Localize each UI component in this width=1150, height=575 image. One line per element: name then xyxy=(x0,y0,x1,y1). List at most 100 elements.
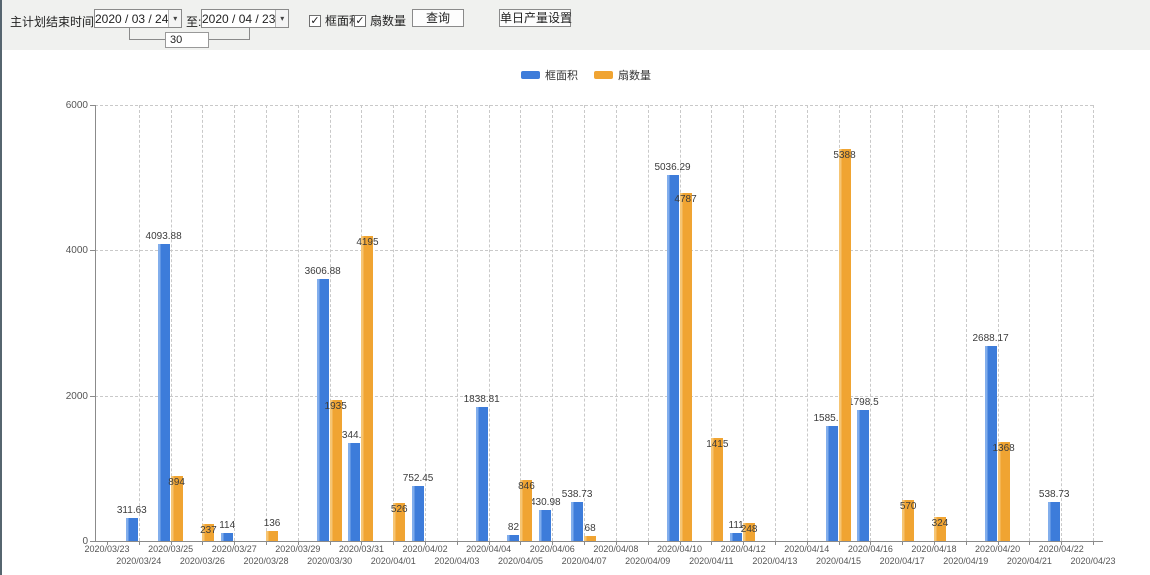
x-axis-tick-label: 2020/04/20 xyxy=(975,544,1021,554)
checkbox-check-icon[interactable]: ✓ xyxy=(354,14,366,27)
x-axis-tickmark xyxy=(170,541,172,545)
x-axis-tickmark xyxy=(997,541,999,545)
frame-area-checkbox[interactable]: ✓ 框面积 xyxy=(309,12,361,29)
x-axis-tick-label: 2020/04/04 xyxy=(466,544,512,554)
x-axis-tickmark xyxy=(584,541,586,545)
bar-框面积 xyxy=(348,443,361,541)
x-axis-tickmark xyxy=(1029,541,1031,545)
x-axis-tickmark xyxy=(138,541,140,545)
legend-swatch-icon xyxy=(594,71,613,79)
x-axis-line xyxy=(95,541,1103,542)
x-axis-tick-label: 2020/04/07 xyxy=(561,556,607,566)
bar-value-label: 894 xyxy=(168,477,185,489)
x-axis-tick-label: 2020/04/16 xyxy=(847,544,893,554)
legend-label: 扇数量 xyxy=(618,70,651,82)
date-to-value: 2020 / 04 / 23 xyxy=(202,11,276,26)
bar-扇数量 xyxy=(202,523,215,541)
bar-扇数量 xyxy=(520,479,533,541)
x-axis-tick-label: 2020/04/11 xyxy=(689,556,734,566)
x-axis-tick-label: 2020/04/05 xyxy=(497,556,543,566)
bar-扇数量 xyxy=(584,536,597,541)
bar-框面积 xyxy=(825,425,838,541)
days-count-input[interactable] xyxy=(165,32,209,48)
x-gridline xyxy=(520,105,522,541)
x-axis-tick-label: 2020/04/02 xyxy=(402,544,448,554)
bar-value-label: 5036.29 xyxy=(654,162,691,174)
bar-扇数量 xyxy=(711,438,724,541)
bar-value-label: 538.73 xyxy=(561,488,593,500)
bar-value-label: 430.98 xyxy=(529,496,561,508)
bar-扇数量 xyxy=(933,517,946,541)
bar-扇数量 xyxy=(997,441,1010,541)
x-gridline xyxy=(1029,105,1031,541)
bar-框面积 xyxy=(221,532,234,541)
x-axis-tick-label: 2020/03/30 xyxy=(307,556,353,566)
x-axis-tickmark xyxy=(711,541,713,545)
x-gridline xyxy=(456,105,458,541)
bar-value-label: 136 xyxy=(263,518,281,530)
x-gridline xyxy=(902,105,904,541)
legend-item-frame-area[interactable]: 框面积 xyxy=(521,67,578,83)
bar-框面积 xyxy=(539,509,552,541)
x-axis-tickmark xyxy=(743,541,745,545)
x-axis-tickmark xyxy=(838,541,840,545)
x-axis-tick-label: 2020/04/15 xyxy=(816,556,862,566)
x-axis-tickmark xyxy=(107,541,108,545)
bar-框面积 xyxy=(316,278,329,541)
x-gridline xyxy=(297,105,299,541)
x-gridline xyxy=(711,105,713,541)
x-axis-tickmark xyxy=(266,541,268,545)
daily-output-settings-button[interactable]: 单日产量设置 xyxy=(499,9,573,27)
fan-qty-checkbox-label: 扇数量 xyxy=(370,14,407,28)
bar-框面积 xyxy=(412,486,425,541)
plan-end-time-label: 主计划结束时间: xyxy=(10,15,98,29)
bar-扇数量 xyxy=(170,476,183,541)
x-axis-tickmark xyxy=(202,541,204,545)
chevron-down-icon[interactable]: ▾ xyxy=(275,10,288,27)
x-axis-tickmark xyxy=(488,541,490,545)
x-axis-tickmark xyxy=(615,541,617,545)
x-gridline xyxy=(488,105,490,541)
date-from-combobox[interactable]: 2020 / 03 / 24 ▾ xyxy=(94,9,182,28)
x-gridline xyxy=(552,105,554,541)
x-axis-tick-label: 2020/03/25 xyxy=(148,544,194,554)
x-axis-tickmark xyxy=(902,541,904,545)
x-axis-tickmark xyxy=(361,541,363,545)
x-gridline xyxy=(615,105,617,541)
bar-框面积 xyxy=(857,410,870,541)
bar-扇数量 xyxy=(838,149,851,541)
bar-value-label: 311.63 xyxy=(116,505,147,517)
x-axis-tickmark xyxy=(1093,541,1094,545)
query-button[interactable]: 查询 xyxy=(412,9,464,27)
x-gridline xyxy=(138,105,140,541)
x-axis-tickmark xyxy=(329,541,331,545)
x-gridline xyxy=(965,105,967,541)
chart-panel xyxy=(2,50,1150,575)
chevron-down-icon[interactable]: ▾ xyxy=(168,10,181,27)
x-axis-tick-label: 2020/04/08 xyxy=(593,544,639,554)
bar-扇数量 xyxy=(266,531,279,541)
x-gridline xyxy=(774,105,776,541)
fan-qty-checkbox[interactable]: ✓ 扇数量 xyxy=(354,12,406,29)
checkbox-check-icon[interactable]: ✓ xyxy=(309,14,321,27)
x-axis-tick-label: 2020/04/09 xyxy=(625,556,671,566)
x-axis-tick-label: 2020/03/24 xyxy=(116,556,162,566)
bar-框面积 xyxy=(730,532,743,541)
x-axis-tick-label: 2020/04/17 xyxy=(879,556,925,566)
y-axis-tick-label: 4000 xyxy=(65,245,88,257)
x-gridline xyxy=(1093,105,1094,541)
x-gridline xyxy=(393,105,395,541)
bar-value-label: 752.45 xyxy=(402,473,434,485)
bar-扇数量 xyxy=(902,499,915,541)
legend-item-fan-qty[interactable]: 扇数量 xyxy=(594,67,651,83)
bar-扇数量 xyxy=(743,522,756,541)
x-axis-tick-label: 2020/03/26 xyxy=(179,556,225,566)
x-gridline xyxy=(329,105,331,541)
date-to-combobox[interactable]: 2020 / 04 / 23 ▾ xyxy=(201,9,289,28)
x-axis-tickmark xyxy=(806,541,808,545)
x-axis-tick-label: 2020/04/03 xyxy=(434,556,480,566)
y-axis-tick-label: 2000 xyxy=(65,390,88,402)
x-axis-tickmark xyxy=(933,541,935,545)
